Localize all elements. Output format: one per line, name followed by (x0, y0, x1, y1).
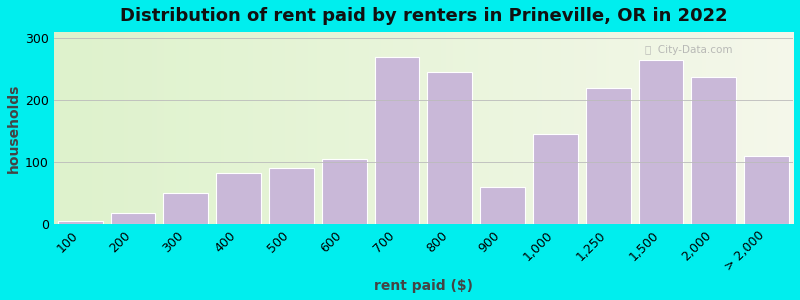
Bar (269, 168, 314, 224)
Bar (533, 134, 578, 224)
Title: Distribution of rent paid by renters in Prineville, OR in 2022: Distribution of rent paid by renters in … (120, 7, 727, 25)
Bar (638, 60, 683, 224)
Bar (586, 88, 630, 224)
Y-axis label: households: households (7, 83, 21, 172)
Bar (110, 213, 155, 224)
Text: ⓘ  City-Data.com: ⓘ City-Data.com (646, 46, 733, 56)
Bar (691, 76, 736, 224)
Bar (744, 156, 789, 224)
Bar (480, 187, 525, 224)
Bar (374, 57, 419, 224)
Bar (163, 193, 208, 224)
Bar (322, 159, 366, 224)
Bar (216, 173, 261, 224)
Bar (427, 72, 472, 224)
X-axis label: rent paid ($): rent paid ($) (374, 279, 473, 293)
Bar (58, 221, 102, 224)
